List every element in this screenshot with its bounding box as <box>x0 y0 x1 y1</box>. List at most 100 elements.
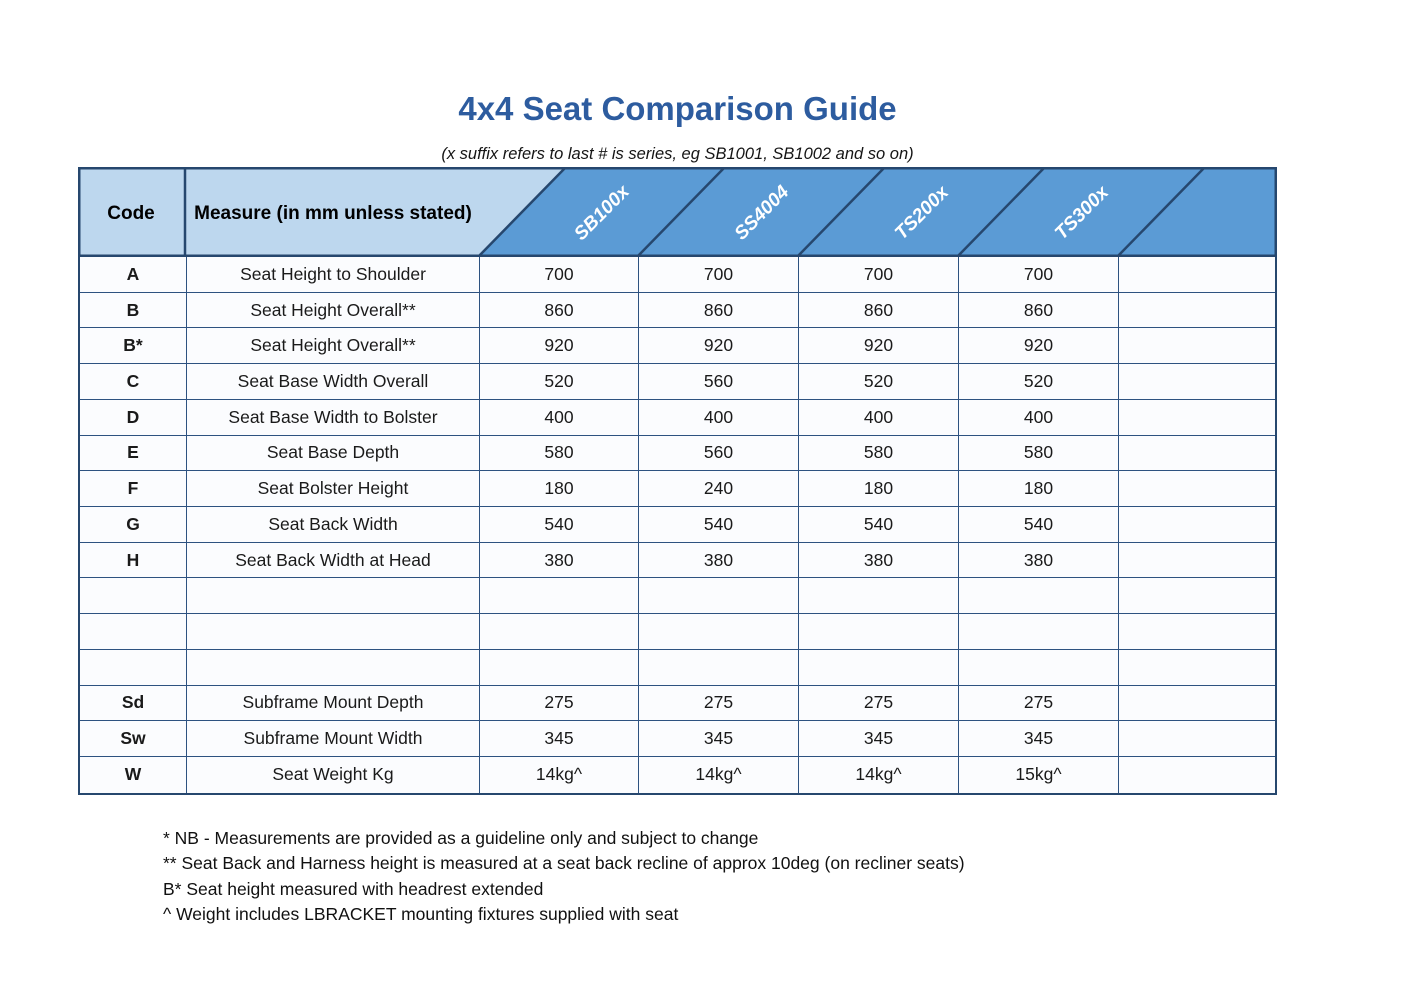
cell-measure: Seat Base Depth <box>187 435 480 472</box>
cell-code: E <box>80 435 187 472</box>
cell-measure <box>187 614 480 650</box>
cell-value: 275 <box>799 685 959 722</box>
cell-value <box>639 614 799 650</box>
cell-value <box>1119 757 1275 793</box>
subtitle: (x suffix refers to last # is series, eg… <box>441 145 914 163</box>
cell-value: 920 <box>480 328 639 365</box>
cell-value <box>480 578 639 615</box>
cell-value <box>1119 686 1275 722</box>
cell-value: 520 <box>959 364 1119 400</box>
footnotes: * NB - Measurements are provided as a gu… <box>163 826 965 928</box>
header-light-area <box>78 167 566 257</box>
cell-value: 345 <box>480 721 639 758</box>
cell-code: W <box>80 757 187 793</box>
cell-value: 380 <box>799 542 959 579</box>
cell-value <box>959 614 1119 650</box>
cell-value: 14kg^ <box>480 757 639 793</box>
cell-code: B <box>80 292 187 329</box>
cell-measure: Seat Height to Shoulder <box>187 257 480 293</box>
cell-measure: Subframe Mount Depth <box>187 685 480 722</box>
cell-value <box>799 614 959 650</box>
cell-value: 180 <box>959 471 1119 508</box>
cell-value <box>639 649 799 686</box>
cell-value <box>1119 471 1275 508</box>
cell-value <box>1119 364 1275 400</box>
cell-value <box>1119 543 1275 579</box>
cell-value <box>799 578 959 615</box>
cell-value: 14kg^ <box>639 757 799 793</box>
cell-measure: Seat Base Width to Bolster <box>187 399 480 436</box>
cell-measure: Seat Back Width <box>187 507 480 543</box>
cell-code <box>80 614 187 650</box>
cell-value <box>480 649 639 686</box>
cell-code: Sd <box>80 685 187 722</box>
header-outline <box>78 167 1277 257</box>
header-diagonal <box>796 167 886 257</box>
cell-value: 700 <box>639 257 799 293</box>
cell-value: 380 <box>959 542 1119 579</box>
cell-value: 380 <box>639 542 799 579</box>
page-title: 4x4 Seat Comparison Guide <box>458 90 897 127</box>
cell-value <box>1119 507 1275 543</box>
cell-measure: Seat Height Overall** <box>187 292 480 329</box>
cell-value: 920 <box>639 328 799 365</box>
cell-value: 520 <box>799 364 959 400</box>
cell-code: H <box>80 542 187 579</box>
table-header: Code Measure (in mm unless stated) SB100… <box>78 167 1277 257</box>
cell-value: 540 <box>799 507 959 543</box>
cell-value: 860 <box>959 292 1119 329</box>
cell-value: 560 <box>639 364 799 400</box>
column-header-code: Code <box>107 203 155 224</box>
cell-measure: Seat Back Width at Head <box>187 542 480 579</box>
cell-measure: Seat Bolster Height <box>187 471 480 508</box>
cell-value: 275 <box>639 685 799 722</box>
cell-code: B* <box>80 328 187 365</box>
cell-value: 14kg^ <box>799 757 959 793</box>
cell-value <box>1119 436 1275 472</box>
cell-value <box>639 578 799 615</box>
cell-measure <box>187 649 480 686</box>
cell-value: 400 <box>480 399 639 436</box>
cell-value: 400 <box>959 399 1119 436</box>
cell-measure <box>187 578 480 615</box>
cell-measure: Seat Height Overall** <box>187 328 480 365</box>
cell-value <box>799 649 959 686</box>
cell-value: 520 <box>480 364 639 400</box>
cell-measure: Seat Weight Kg <box>187 757 480 793</box>
cell-value <box>959 578 1119 615</box>
cell-measure: Subframe Mount Width <box>187 721 480 758</box>
cell-value: 345 <box>959 721 1119 758</box>
cell-code: D <box>80 399 187 436</box>
header-diagonal <box>1116 167 1206 257</box>
footnote: ** Seat Back and Harness height is measu… <box>163 853 965 874</box>
cell-measure: Seat Base Width Overall <box>187 364 480 400</box>
cell-value <box>1119 614 1275 650</box>
cell-value <box>1119 578 1275 615</box>
cell-value <box>1119 328 1275 365</box>
cell-value: 700 <box>959 257 1119 293</box>
cell-value: 540 <box>639 507 799 543</box>
cell-value: 560 <box>639 435 799 472</box>
cell-value: 540 <box>480 507 639 543</box>
cell-value: 580 <box>799 435 959 472</box>
cell-value: 700 <box>480 257 639 293</box>
cell-value <box>1119 293 1275 329</box>
header-diagonal <box>477 167 567 257</box>
cell-code: G <box>80 507 187 543</box>
cell-value: 380 <box>480 542 639 579</box>
cell-value: 345 <box>639 721 799 758</box>
cell-value: 860 <box>639 292 799 329</box>
cell-code <box>80 649 187 686</box>
cell-value: 275 <box>959 685 1119 722</box>
cell-value: 240 <box>639 471 799 508</box>
cell-value: 180 <box>799 471 959 508</box>
footnote: B* Seat height measured with headrest ex… <box>163 878 544 899</box>
cell-value: 860 <box>480 292 639 329</box>
cell-code: C <box>80 364 187 400</box>
cell-value: 580 <box>959 435 1119 472</box>
cell-value: 345 <box>799 721 959 758</box>
cell-value: 400 <box>639 399 799 436</box>
cell-value: 540 <box>959 507 1119 543</box>
cell-value <box>1119 650 1275 686</box>
header-diagonal <box>956 167 1046 257</box>
